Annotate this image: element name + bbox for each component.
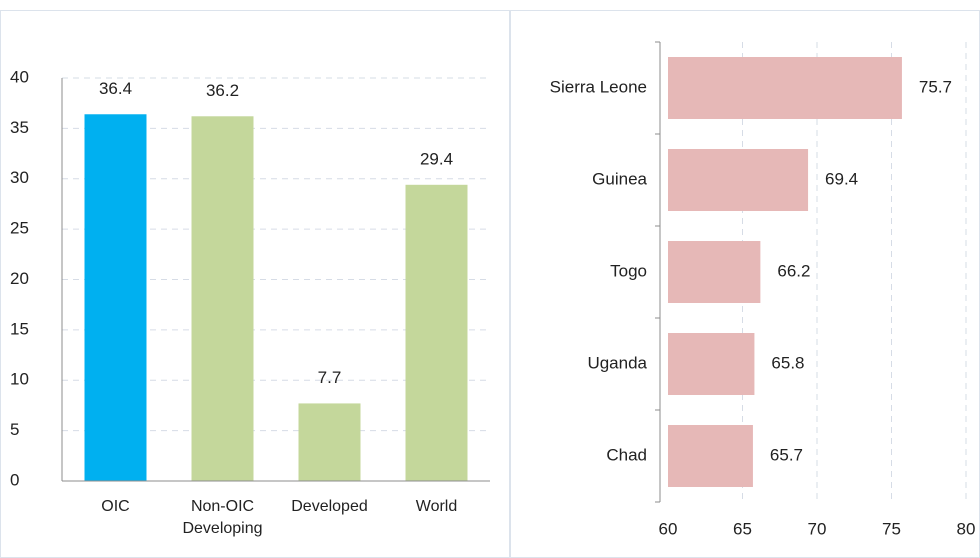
y-tick-label: 15 — [10, 319, 29, 338]
data-label: 69.4 — [825, 169, 858, 188]
x-tick-label: OIC — [101, 498, 130, 515]
y-tick-label: Guinea — [592, 169, 647, 188]
bar — [668, 149, 809, 211]
x-tick-label: Non-OIC Developing — [182, 498, 263, 537]
data-label: 65.8 — [771, 353, 804, 372]
y-tick-label: 30 — [10, 168, 29, 187]
bar — [668, 241, 761, 303]
bar — [405, 184, 468, 482]
x-label-box: OIC — [101, 498, 130, 515]
bar — [668, 425, 753, 487]
y-tick-label: Togo — [610, 261, 647, 280]
y-tick-label: 25 — [10, 219, 29, 238]
data-label: 36.2 — [206, 81, 239, 100]
x-tick-label: World — [415, 498, 458, 515]
bar — [84, 114, 147, 482]
y-tick-label: 35 — [10, 118, 29, 137]
x-tick-label: 70 — [808, 519, 827, 538]
y-tick-label: 5 — [10, 420, 19, 439]
x-label-box: Developed — [291, 498, 368, 515]
bar — [191, 116, 254, 481]
x-tick-label: 60 — [659, 519, 678, 538]
x-label-box: World — [415, 498, 458, 515]
data-label: 7.7 — [318, 368, 342, 387]
x-tick-label: Developed — [291, 498, 368, 515]
y-tick-label: 40 — [10, 67, 29, 86]
x-tick-label: 80 — [957, 519, 976, 538]
data-label: 75.7 — [919, 77, 952, 96]
y-tick-label: Sierra Leone — [550, 77, 647, 96]
y-tick-label: 0 — [10, 470, 19, 489]
bar — [668, 57, 902, 119]
y-tick-label: 10 — [10, 370, 29, 389]
bar — [668, 333, 755, 395]
data-label: 36.4 — [99, 79, 132, 98]
y-tick-label: Chad — [606, 445, 647, 464]
x-tick-label: 65 — [733, 519, 752, 538]
data-label: 29.4 — [420, 149, 453, 168]
x-tick-label: 75 — [882, 519, 901, 538]
y-tick-label: 20 — [10, 269, 29, 288]
y-tick-label: Uganda — [587, 353, 647, 372]
data-label: 66.2 — [777, 261, 810, 280]
data-label: 65.7 — [770, 445, 803, 464]
x-label-box: Non-OIC Developing — [182, 498, 263, 537]
bar — [298, 403, 361, 481]
